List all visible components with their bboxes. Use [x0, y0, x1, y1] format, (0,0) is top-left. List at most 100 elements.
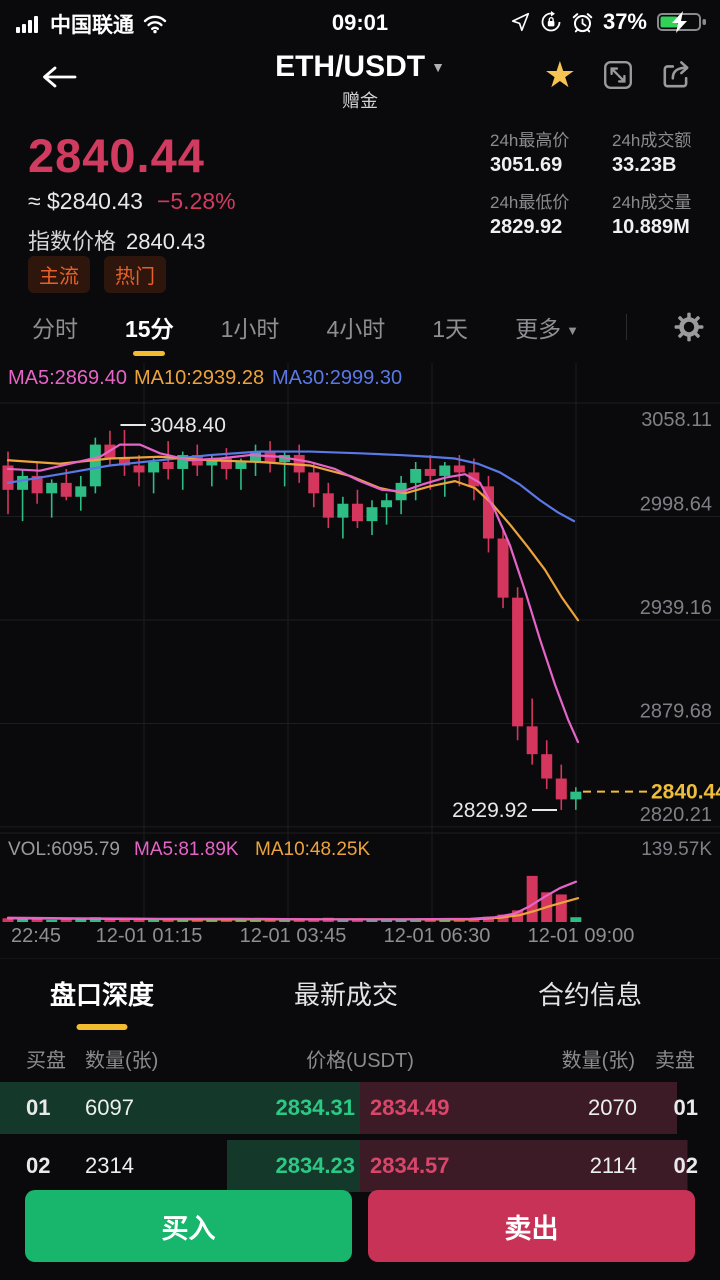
candle-body — [220, 458, 232, 469]
timeframe-tab-1小时[interactable]: 1小时 — [220, 316, 280, 342]
carrier-label: 中国联通 — [50, 14, 134, 37]
candle-body — [322, 493, 334, 518]
volume-bar — [118, 919, 130, 922]
candle-body — [570, 791, 582, 800]
gear-icon[interactable] — [674, 312, 704, 342]
volume-bar — [206, 919, 218, 922]
kline-chart[interactable]: 3058.11 2998.64 2939.16 2879.68 2820.21 MA5:2… — [0, 363, 720, 950]
pair-title[interactable]: ETH/USDT — [275, 50, 426, 83]
high-annotation-label: 3048.40 — [150, 414, 226, 437]
ma-line — [6, 443, 580, 744]
detail-tab-最新成交[interactable]: 最新成交 — [293, 980, 398, 1010]
volume-bar — [162, 918, 174, 922]
volume-bar — [453, 919, 465, 922]
volume-bar — [439, 919, 451, 922]
ask-depth-cell[interactable]: 2834.49 2070 01 — [360, 1082, 720, 1134]
candle-body — [46, 482, 58, 494]
location-arrow-icon — [511, 12, 530, 32]
battery-percent-label: 37% — [602, 9, 647, 34]
buy-button[interactable]: 买入 — [25, 1190, 352, 1262]
stat-label: 24h最低价 — [490, 193, 570, 212]
bid-depth-cell[interactable]: 02 2314 2834.23 — [0, 1140, 360, 1192]
gear-tooth — [697, 325, 704, 329]
detail-tab-合约信息[interactable]: 合约信息 — [537, 980, 642, 1010]
battery-charging-icon — [657, 11, 706, 33]
back-arrow-icon[interactable] — [40, 66, 78, 88]
bid-level: 01 — [26, 1095, 51, 1120]
timeframe-tab-分时[interactable]: 分时 — [32, 316, 78, 342]
chevron-down-icon: ▼ — [431, 59, 445, 75]
orderbook-row[interactable]: 01 6097 2834.31 2834.49 2070 01 — [0, 1082, 720, 1134]
pair-subtitle: 赠金 — [342, 91, 378, 111]
candle-body — [337, 503, 349, 518]
stat-value: 2829.92 — [490, 216, 563, 238]
stat-value: 3051.69 — [490, 154, 563, 176]
time-axis-label: 12-01 09:00 — [528, 925, 635, 947]
time-axis-label: 22:45 — [11, 925, 61, 947]
volume-bar — [235, 919, 247, 922]
volume-bar — [46, 919, 58, 922]
status-bar: 中国联通 09:01 — [0, 0, 720, 44]
wifi-icon — [143, 15, 167, 34]
volume-bar — [2, 918, 14, 922]
favorite-star-icon[interactable]: ★ — [543, 54, 576, 95]
volume-bar — [555, 894, 567, 922]
stat-label: 24h成交额 — [612, 131, 692, 150]
stat-24h: 24h成交额 33.23B — [612, 126, 691, 177]
volume-legend-label: VOL:6095.79 — [8, 839, 120, 860]
fullscreen-icon[interactable] — [602, 59, 634, 91]
ask-price: 2834.49 — [370, 1095, 450, 1120]
volume-bar — [220, 919, 232, 922]
volume-bar — [351, 919, 363, 922]
ask-depth-cell[interactable]: 2834.57 2114 02 — [360, 1140, 720, 1192]
detail-tab-盘口深度[interactable]: 盘口深度 — [50, 975, 154, 1012]
col-ask-qty: 数量(张) — [561, 1050, 635, 1072]
pair-selector[interactable]: ETH/USDT ▼ — [0, 50, 720, 84]
bid-quantity: 6097 — [85, 1095, 134, 1120]
candle-body — [308, 472, 320, 494]
last-price: 2840.44 — [28, 129, 205, 182]
stat-value: 10.889M — [612, 216, 690, 238]
candle-body — [75, 486, 87, 497]
price-axis-label: 2998.64 — [640, 494, 712, 516]
ask-level: 01 — [673, 1095, 698, 1120]
bid-level: 02 — [26, 1153, 51, 1178]
nav-bar: ETH/USDT ▼ 赠金 ★ — [0, 44, 720, 114]
volume-bar — [60, 918, 72, 922]
candle-body — [541, 754, 553, 779]
orderbook-row[interactable]: 02 2314 2834.23 2834.57 2114 02 — [0, 1140, 720, 1192]
volume-bar — [148, 919, 160, 922]
timeframe-tab-1天[interactable]: 1天 — [432, 316, 469, 342]
signal-strength-icon — [16, 15, 38, 33]
price-panel: 2840.44 ≈ $2840.43 −5.28% 指数价格 2840.43 主流热… — [0, 110, 720, 298]
kline-chart-canvas[interactable]: 3058.11 2998.64 2939.16 2879.68 2820.21 MA5:2… — [0, 363, 720, 950]
volume-bar — [526, 875, 538, 922]
candle-body — [410, 468, 422, 483]
orderbook-header: 买盘 数量(张) 价格(USDT) 数量(张) 卖盘 — [0, 1038, 720, 1076]
low-annotation-label: 2829.92 — [452, 799, 528, 822]
volume-bar — [177, 919, 189, 922]
stat-24h: 24h最低价 2829.92 — [490, 188, 612, 239]
sell-button[interactable]: 卖出 — [368, 1190, 695, 1262]
bid-depth-cell[interactable]: 01 6097 2834.31 — [0, 1082, 360, 1134]
chevron-down-icon: ▼ — [566, 323, 579, 338]
candle-body — [235, 462, 247, 469]
ask-quantity: 2114 — [589, 1153, 637, 1178]
volume-legend-label: MA10:48.25K — [255, 839, 370, 860]
share-icon[interactable] — [660, 59, 692, 91]
candle-body — [366, 507, 378, 522]
ma-legend-label: MA5:2869.40 — [8, 367, 127, 389]
candle-body — [351, 503, 363, 522]
volume-bar — [381, 919, 393, 922]
current-price-label: 2840.44 — [651, 781, 720, 804]
ma-line — [6, 897, 580, 921]
timeframe-tab-15分[interactable]: 15分 — [125, 310, 174, 344]
candle-body — [148, 462, 160, 473]
candle-body — [482, 486, 494, 539]
price-axis-label: 2879.68 — [640, 700, 712, 722]
timeframe-tab-更多[interactable]: 更多 ▼ — [515, 316, 579, 342]
ma-legend-label: MA30:2999.30 — [272, 367, 402, 389]
price-axis-label: 2820.21 — [640, 804, 712, 826]
timeframe-tab-4小时[interactable]: 4小时 — [326, 316, 386, 342]
